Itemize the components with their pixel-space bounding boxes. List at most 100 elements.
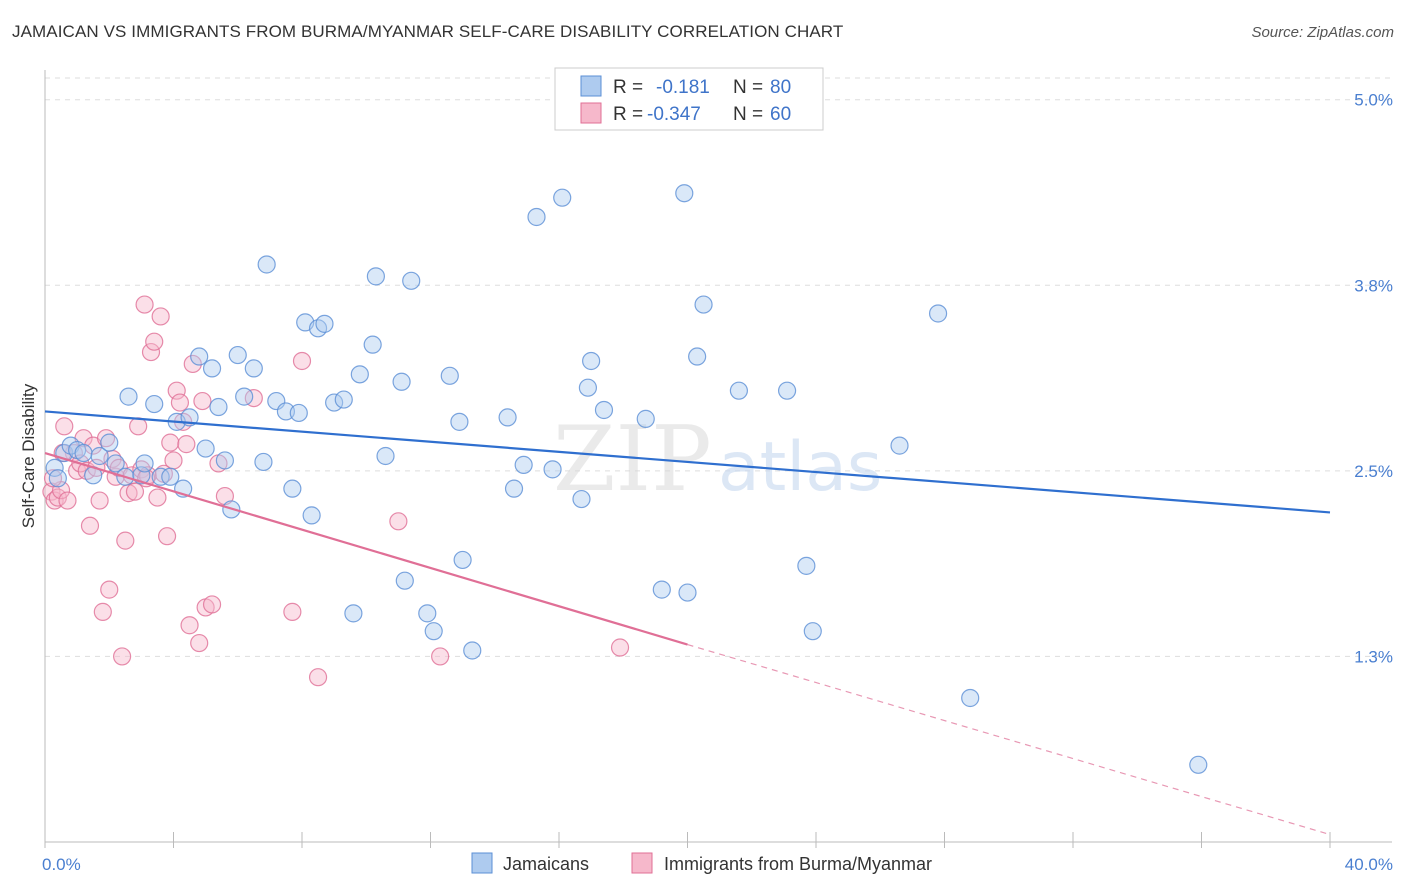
burma-point-57 <box>125 482 145 501</box>
series-legend: Jamaicans Immigrants from Burma/Myanmar <box>471 852 932 874</box>
jamaicans-point-27 <box>235 387 254 406</box>
burma-point-52 <box>389 512 408 531</box>
burma-point-42 <box>190 633 209 653</box>
jamaicans-point-22 <box>202 359 222 378</box>
jamaicans-point-64 <box>594 400 614 420</box>
jamaicans-point-52 <box>450 412 469 431</box>
jamaicans-point-45 <box>376 446 395 466</box>
jamaicans-point-24 <box>215 451 234 470</box>
burma-point-21 <box>116 531 135 550</box>
y-tick-label-0: 1.3% <box>1354 647 1393 666</box>
burma-point-29 <box>145 332 164 351</box>
burma-point-4 <box>55 417 74 436</box>
jamaicans-point-54 <box>463 641 482 660</box>
burma-point-45 <box>202 595 222 614</box>
watermark-zip: ZIP <box>553 407 712 512</box>
jamaicans-point-11 <box>119 387 138 406</box>
burma-point-43 <box>193 391 212 411</box>
burma-point-16 <box>100 580 119 599</box>
legend-r-value-1: -0.181 <box>656 77 710 98</box>
burma-point-30 <box>148 488 167 507</box>
jamaicans-point-70 <box>694 295 713 314</box>
legend-r-label-2: R = <box>613 104 643 125</box>
jamaicans-point-71 <box>729 381 749 400</box>
jamaicans-point-47 <box>395 571 414 590</box>
burma-point-5 <box>58 491 77 510</box>
bottom-legend-swatch-blue <box>471 852 493 874</box>
jamaicans-point-36 <box>302 506 321 525</box>
burma-point-54 <box>610 638 630 657</box>
jamaicans-point-68 <box>678 583 697 602</box>
jamaicans-point-50 <box>424 622 443 641</box>
y-tick-label-1: 2.5% <box>1354 462 1393 481</box>
jamaicans-point-57 <box>514 455 533 475</box>
jamaicans-point-13 <box>135 454 154 473</box>
x-tick-labels: 0.0% 40.0% <box>42 855 1393 874</box>
burma-point-24 <box>129 417 148 436</box>
jamaicans-point-43 <box>363 335 382 354</box>
jamaicans-point-78 <box>1189 755 1208 774</box>
burma-point-20 <box>112 647 132 666</box>
jamaicans-point-66 <box>652 580 671 599</box>
burma-point-36 <box>167 381 186 400</box>
jamaicans-point-7 <box>90 446 109 466</box>
burma-point-28 <box>141 342 161 362</box>
bottom-legend-label-jamaicans: Jamaicans <box>503 854 589 874</box>
burma-point-34 <box>161 433 180 452</box>
jamaicans-point-60 <box>553 188 572 207</box>
burma-point-33 <box>157 527 177 546</box>
jamaicans-point-1 <box>48 469 67 488</box>
jamaicans-point-49 <box>418 604 437 623</box>
watermark-atlas: atlas <box>718 428 882 507</box>
jamaicans-point-65 <box>636 409 655 428</box>
x-tick-label-1: 40.0% <box>1345 855 1393 874</box>
bottom-legend-swatch-pink <box>631 852 653 874</box>
jamaicans-point-44 <box>366 267 385 286</box>
watermark: ZIP atlas <box>553 407 882 512</box>
jamaicans-point-23 <box>209 397 228 417</box>
jamaicans-point-74 <box>803 622 822 641</box>
jamaicans-point-34 <box>289 403 308 423</box>
trend-lines <box>44 410 1331 836</box>
jamaicans-point-72 <box>777 381 797 400</box>
jamaicans-point-16 <box>161 467 180 486</box>
bottom-legend-label-burma: Immigrants from Burma/Myanmar <box>664 854 932 874</box>
burma-point-50 <box>292 351 312 371</box>
chart-title: JAMAICAN VS IMMIGRANTS FROM BURMA/MYANMA… <box>12 22 844 41</box>
jamaicans-point-77 <box>961 688 980 708</box>
jamaicans-point-53 <box>453 550 472 570</box>
burma-trend-line <box>44 451 688 646</box>
burma-point-14 <box>90 491 109 510</box>
jamaicans-point-56 <box>504 479 524 498</box>
jamaicans-point-38 <box>315 314 334 333</box>
jamaicans-trend-line <box>44 410 1331 514</box>
jamaicans-point-75 <box>890 436 909 455</box>
jamaicans-point-55 <box>498 408 517 427</box>
burma-point-51 <box>308 668 328 687</box>
jamaicans-point-48 <box>402 271 421 290</box>
legend-r-label-1: R = <box>613 77 643 98</box>
series-burma-points <box>42 295 630 687</box>
jamaicans-point-41 <box>344 604 363 623</box>
source-label: Source: ZipAtlas.com <box>1251 24 1394 41</box>
x-tick-label-0: 0.0% <box>42 855 81 874</box>
burma-point-12 <box>80 516 100 535</box>
legend-n-label-2: N = <box>733 104 763 125</box>
jamaicans-point-15 <box>151 467 170 486</box>
jamaicans-point-58 <box>527 207 546 227</box>
jamaicans-point-62 <box>578 378 598 397</box>
y-axis-label: Self-Care Disability <box>19 383 38 528</box>
jamaicans-point-5 <box>74 443 93 463</box>
y-tick-label-3: 5.0% <box>1354 91 1393 110</box>
y-tick-labels: 1.3% 2.5% 3.8% 5.0% <box>1354 91 1393 667</box>
jamaicans-point-20 <box>190 347 209 366</box>
jamaicans-point-33 <box>283 479 302 498</box>
burma-point-31 <box>151 307 170 326</box>
jamaicans-point-9 <box>106 454 125 473</box>
jamaicans-point-73 <box>797 556 816 575</box>
jamaicans-point-59 <box>543 460 562 479</box>
legend-swatch-pink <box>580 102 602 124</box>
burma-point-39 <box>177 435 196 454</box>
legend-n-label-1: N = <box>733 77 763 98</box>
burma-trend-line-extension <box>687 643 1331 836</box>
